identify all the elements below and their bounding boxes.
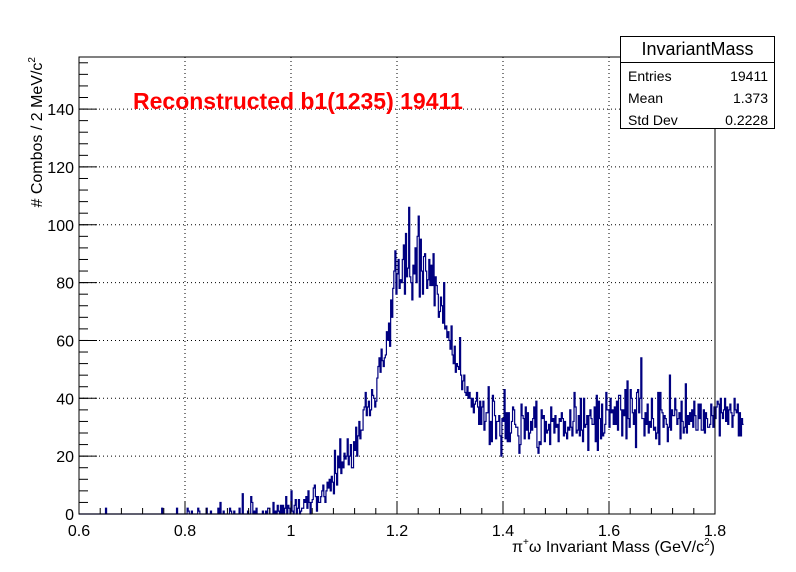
y-axis-label: # Combos / 2 MeV/c2: [27, 57, 46, 208]
stats-value: 1.373: [733, 87, 768, 109]
y-axis-label-part: # Combos / 2 MeV/c: [29, 63, 46, 208]
y-tick-label: 20: [56, 449, 74, 466]
x-axis-label-part: ω Invariant Mass (GeV/c: [529, 539, 704, 556]
stats-box: InvariantMass Entries 19411 Mean 1.373 S…: [620, 36, 775, 129]
y-tick-label: 60: [56, 333, 74, 350]
y-tick-label: 100: [47, 218, 74, 235]
stats-row: Std Dev 0.2228: [621, 109, 774, 131]
y-tick-label: 140: [47, 102, 74, 119]
x-tick-label: 1.6: [598, 523, 620, 540]
histogram-series: [79, 207, 744, 514]
y-tick-label: 80: [56, 276, 74, 293]
x-axis-label-part: π: [512, 539, 523, 556]
x-tick-label: 0.8: [174, 523, 196, 540]
stats-label: Entries: [628, 65, 672, 87]
stats-value: 0.2228: [725, 109, 768, 131]
stats-title: InvariantMass: [621, 37, 774, 63]
x-axis-label: π+ω Invariant Mass (GeV/c2): [512, 537, 715, 556]
x-tick-label: 0.6: [68, 523, 90, 540]
y-axis-label-sup: 2: [27, 57, 38, 63]
chart-title: Reconstructed b1(1235) 19411: [133, 88, 463, 115]
x-tick-label: 1.2: [386, 523, 408, 540]
stats-row: Mean 1.373: [621, 87, 774, 109]
stats-label: Std Dev: [628, 109, 678, 131]
y-tick-label: 40: [56, 391, 74, 408]
x-tick-label: 1.4: [492, 523, 514, 540]
stats-row: Entries 19411: [621, 65, 774, 87]
stats-value: 19411: [730, 65, 768, 87]
x-tick-label: 1: [287, 523, 296, 540]
y-tick-label: 120: [47, 160, 74, 177]
stats-label: Mean: [628, 87, 663, 109]
y-tick-label: 0: [65, 507, 74, 524]
x-axis-label-part: ): [710, 539, 715, 556]
